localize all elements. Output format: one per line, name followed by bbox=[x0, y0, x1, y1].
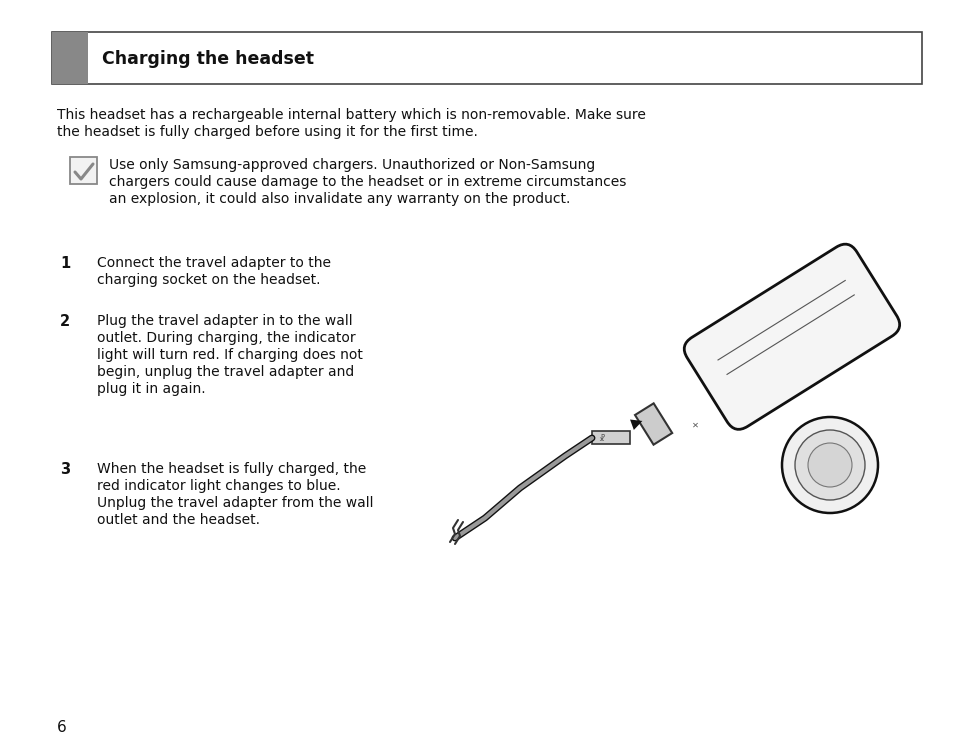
Text: chargers could cause damage to the headset or in extreme circumstances: chargers could cause damage to the heads… bbox=[109, 175, 626, 189]
Text: outlet and the headset.: outlet and the headset. bbox=[97, 513, 260, 527]
Text: begin, unplug the travel adapter and: begin, unplug the travel adapter and bbox=[97, 365, 354, 379]
Text: Use only Samsung-approved chargers. Unauthorized or Non-Samsung: Use only Samsung-approved chargers. Unau… bbox=[109, 158, 595, 172]
Text: This headset has a rechargeable internal battery which is non-removable. Make su: This headset has a rechargeable internal… bbox=[57, 108, 645, 122]
Text: an explosion, it could also invalidate any warranty on the product.: an explosion, it could also invalidate a… bbox=[109, 192, 570, 206]
Circle shape bbox=[781, 417, 877, 513]
Text: Unplug the travel adapter from the wall: Unplug the travel adapter from the wall bbox=[97, 496, 374, 510]
Circle shape bbox=[794, 430, 864, 500]
Circle shape bbox=[807, 443, 851, 487]
Text: Charging the headset: Charging the headset bbox=[102, 50, 314, 68]
Text: 6: 6 bbox=[57, 720, 67, 735]
Text: 3: 3 bbox=[60, 462, 71, 477]
Text: plug it in again.: plug it in again. bbox=[97, 382, 206, 396]
Text: the headset is fully charged before using it for the first time.: the headset is fully charged before usin… bbox=[57, 125, 477, 139]
Text: ✕: ✕ bbox=[691, 421, 698, 430]
Text: 2: 2 bbox=[60, 314, 71, 329]
Text: light will turn red. If charging does not: light will turn red. If charging does no… bbox=[97, 348, 362, 362]
Bar bbox=[592, 431, 629, 444]
Bar bbox=[70, 157, 97, 184]
Bar bbox=[52, 32, 88, 84]
Text: charging socket on the headset.: charging socket on the headset. bbox=[97, 273, 320, 287]
Text: red indicator light changes to blue.: red indicator light changes to blue. bbox=[97, 479, 340, 493]
Text: When the headset is fully charged, the: When the headset is fully charged, the bbox=[97, 462, 366, 476]
Bar bbox=[635, 404, 672, 444]
Text: ☧: ☧ bbox=[598, 433, 604, 442]
FancyBboxPatch shape bbox=[683, 244, 899, 430]
Text: 1: 1 bbox=[60, 256, 71, 271]
Text: Plug the travel adapter in to the wall: Plug the travel adapter in to the wall bbox=[97, 314, 353, 328]
Bar bbox=[52, 32, 921, 84]
Text: outlet. During charging, the indicator: outlet. During charging, the indicator bbox=[97, 331, 355, 345]
Text: Connect the travel adapter to the: Connect the travel adapter to the bbox=[97, 256, 331, 270]
